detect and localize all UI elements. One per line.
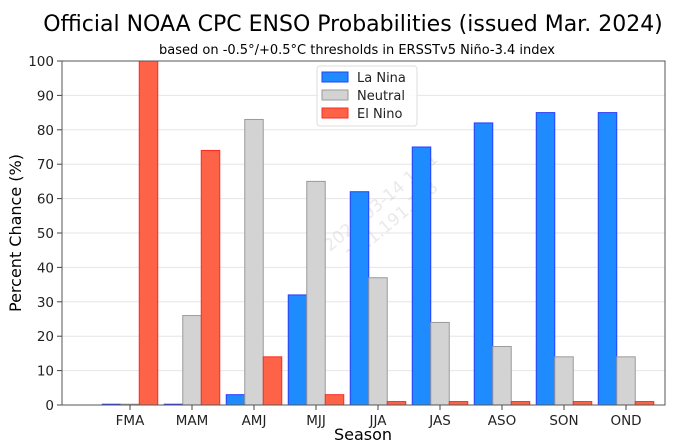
bar-la-nina-mjj xyxy=(287,294,308,406)
y-axis-label: Percent Chance (%) xyxy=(6,154,25,312)
y-tick-label: 60 xyxy=(37,192,54,208)
y-tick-label: 50 xyxy=(37,226,54,242)
legend-label: El Nino xyxy=(357,107,403,122)
plot-frame xyxy=(61,60,666,406)
x-tick-label: AMJ xyxy=(242,413,267,429)
x-axis-label: Season xyxy=(334,425,392,444)
y-tick-label: 80 xyxy=(37,123,54,139)
bar-neutral-mjj xyxy=(306,180,326,406)
x-tick-label: SON xyxy=(549,413,578,429)
bar-neutral-son xyxy=(554,356,574,406)
bar-el-nino-mjj xyxy=(324,394,345,406)
y-tick-label: 90 xyxy=(37,88,54,104)
bar-la-nina-aso xyxy=(473,122,494,406)
y-tick-label: 30 xyxy=(37,295,54,311)
bar-el-nino-fma xyxy=(138,60,159,406)
bar-el-nino-mam xyxy=(200,149,221,406)
legend-swatch-el-nino xyxy=(321,107,349,119)
bars xyxy=(101,60,655,406)
bar-la-nina-ond xyxy=(597,112,618,406)
y-tick-label: 0 xyxy=(45,398,54,414)
bar-neutral-aso xyxy=(492,346,512,406)
x-tick-label: ASO xyxy=(488,413,516,429)
bar-el-nino-son xyxy=(572,401,593,406)
legend-swatch-neutral xyxy=(321,89,349,101)
legend-label: Neutral xyxy=(357,89,405,104)
bar-la-nina-amj xyxy=(225,394,246,406)
y-tick-label: 20 xyxy=(37,329,54,345)
x-tick-label: JAS xyxy=(428,413,451,429)
y-tick-label: 70 xyxy=(37,157,54,173)
chart-title: Official NOAA CPC ENSO Probabilities (is… xyxy=(43,12,663,37)
bar-neutral-jja xyxy=(368,277,388,406)
y-tick-label: 100 xyxy=(28,54,54,70)
x-tick-label: MJJ xyxy=(306,413,326,429)
bar-el-nino-jas xyxy=(448,401,469,406)
legend-swatch-la-nina xyxy=(321,71,349,83)
bar-la-nina-jja xyxy=(349,191,370,406)
bar-neutral-ond xyxy=(616,356,636,406)
bar-el-nino-ond xyxy=(634,401,655,406)
chart-subtitle: based on -0.5°/+0.5°C thresholds in ERSS… xyxy=(159,43,555,58)
bar-neutral-jas xyxy=(430,321,450,406)
x-tick-label: OND xyxy=(610,413,641,429)
x-tick-label: MAM xyxy=(176,413,209,429)
bar-el-nino-amj xyxy=(262,356,283,406)
bar-el-nino-jja xyxy=(386,401,407,406)
bar-la-nina-son xyxy=(535,112,556,406)
x-tick-label: FMA xyxy=(116,413,145,429)
bar-neutral-mam xyxy=(182,315,202,406)
bar-la-nina-jas xyxy=(411,146,432,406)
bar-neutral-amj xyxy=(244,118,264,406)
y-tick-label: 40 xyxy=(37,260,54,276)
axes: 0 10 20 30 40 50 60 70 80 90 100 FMA MAM AMJ MJJ JJA JAS… xyxy=(28,54,666,429)
y-tick-label: 10 xyxy=(37,364,54,380)
legend-label: La Nina xyxy=(357,71,406,86)
bar-el-nino-aso xyxy=(510,401,531,406)
x-tick-label: JJA xyxy=(369,413,388,429)
legend: La Nina Neutral El Nino xyxy=(316,65,418,127)
